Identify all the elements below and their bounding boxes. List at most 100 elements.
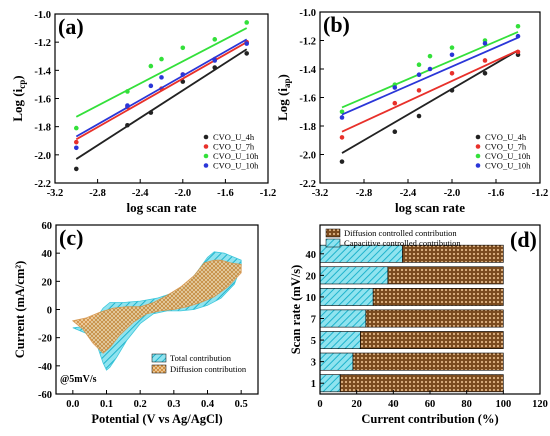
- x-axis-title: log scan rate: [395, 200, 465, 215]
- fit-line-cvo_u_10h: [75, 27, 248, 118]
- y-tick-label: 60: [42, 221, 53, 232]
- legend-marker: [475, 134, 481, 140]
- y-tick-label: 1: [311, 379, 316, 390]
- y-axis-title-subscript: ap: [282, 78, 292, 88]
- bar-diffusion: [339, 374, 504, 393]
- data-point-cvo_u_10h: [244, 41, 249, 46]
- y-tick-label: -60: [38, 390, 52, 401]
- y-tick-label: -1.2: [34, 38, 51, 49]
- y-tick-label: -1.8: [34, 123, 51, 134]
- legend-entry: CVO_U_7h: [213, 142, 255, 152]
- x-tick-label: 0.5: [235, 399, 248, 410]
- data-point-cvo_u_7h: [449, 70, 455, 76]
- data-point-cvo_u_4h: [148, 110, 154, 115]
- data-point-cvo_u_7h: [482, 58, 488, 63]
- y-tick-label: -1.4: [34, 66, 51, 77]
- bar-diffusion: [365, 309, 504, 328]
- legend-entry: CVO_U_10h: [485, 161, 531, 171]
- panel-label: (c): [59, 225, 83, 250]
- legend-entry: Total contribution: [170, 353, 232, 363]
- x-tick-label: 60: [425, 399, 436, 410]
- x-axis-title: log scan rate: [126, 200, 196, 215]
- legend-swatch: [151, 364, 167, 374]
- data-point-cvo_u_10h: [74, 145, 79, 151]
- data-point-cvo_u_7h: [339, 135, 345, 140]
- data-point-cvo_u_10h: [449, 45, 455, 50]
- legend-swatch: [325, 238, 341, 248]
- y-axis-title: Current (mA/cm²): [13, 261, 27, 359]
- bar-diffusion: [360, 331, 504, 350]
- panel-b: -3.2 -2.8 -2.4 -2.0 -1.6 -1.2 -2.2 -2.0 -1.8 -1.6…: [275, 8, 548, 215]
- data-point-cvo_u_10h: [148, 63, 154, 69]
- y-tick-label: -1.8: [299, 122, 316, 133]
- panel-d: 1 3 5 7 10 20 40 0 20 40 60 80 100 120 Diffusion contr…: [289, 224, 548, 426]
- y-axis-title-end: ): [10, 75, 25, 79]
- legend-entry: CVO_U_4h: [485, 132, 527, 142]
- data-point-cvo_u_4h: [392, 129, 398, 134]
- x-tick-label: 100: [495, 399, 511, 410]
- y-tick-label: -2.0: [299, 151, 316, 162]
- x-tick-label: 120: [532, 399, 548, 410]
- panel-a: -3.2 -2.8 -2.4 -2.0 -1.6 -1.2 -2.2 -2.0 -1.8 -1.6…: [10, 10, 276, 215]
- x-tick-label: -3.2: [312, 188, 329, 199]
- x-tick-label: -1.6: [488, 188, 505, 199]
- data-point-cvo_u_4h: [416, 113, 422, 119]
- x-tick-label: 0.3: [167, 399, 180, 410]
- x-tick-label: -2.4: [400, 188, 417, 199]
- data-point-cvo_u_10h: [180, 72, 186, 77]
- y-tick-label: -1.4: [299, 65, 316, 76]
- y-axis-title: Log (iap): [275, 74, 292, 121]
- panel-label: (a): [58, 14, 84, 39]
- data-point-cvo_u_4h: [212, 65, 218, 70]
- legend-marker: [203, 163, 209, 168]
- fit-line-cvo_u_4h: [341, 49, 519, 154]
- y-tick-label: -20: [38, 334, 52, 345]
- bar-capacitive: [319, 287, 374, 306]
- fit-line-cvo_u_10h: [75, 38, 248, 138]
- legend-marker: [203, 134, 209, 140]
- y-tick-label: 3: [311, 358, 316, 369]
- y-tick-label: -2.2: [299, 179, 316, 190]
- y-axis-title-end: ): [275, 74, 290, 78]
- data-point-cvo_u_10h: [180, 45, 186, 51]
- data-point-cvo_u_4h: [180, 79, 186, 84]
- y-tick-label: 40: [306, 250, 317, 261]
- x-tick-label: -3.2: [47, 188, 64, 199]
- data-point-cvo_u_10h: [125, 89, 130, 94]
- y-tick-label: 40: [42, 249, 53, 260]
- panel-c: 0.0 0.1 0.2 0.3 0.4 0.5 -60 -40 -20 0 20 40 60 (c) @5m…: [13, 221, 259, 426]
- x-tick-label: -1.2: [532, 188, 549, 199]
- bar-capacitive: [319, 352, 354, 371]
- bar-capacitive: [319, 331, 361, 350]
- legend-swatch: [151, 353, 167, 363]
- data-point-cvo_u_10h: [449, 52, 455, 58]
- data-point-cvo_u_4h: [74, 166, 79, 172]
- x-tick-label: 20: [351, 399, 362, 410]
- data-point-cvo_u_10h: [482, 41, 488, 46]
- fit-line-cvo_u_10h: [341, 36, 519, 116]
- x-tick-label: 80: [461, 399, 472, 410]
- legend-swatch: [325, 228, 341, 238]
- legend-marker: [203, 153, 209, 159]
- legend-entry: CVO_U_10h: [485, 151, 531, 161]
- scan-rate-annotation: @5mV/s: [60, 374, 97, 385]
- y-axis-title: Log (icp): [10, 75, 27, 121]
- y-tick-label: 7: [311, 315, 316, 326]
- legend-entry: CVO_U_10h: [213, 161, 259, 171]
- x-tick-label: -2.0: [174, 188, 191, 199]
- y-tick-label: -1.6: [34, 95, 51, 106]
- data-point-cvo_u_4h: [244, 51, 249, 56]
- data-point-cvo_u_10h: [148, 83, 154, 89]
- data-point-cvo_u_4h: [339, 159, 345, 164]
- x-tick-label: 0.2: [134, 399, 147, 410]
- data-point-cvo_u_7h: [416, 88, 422, 93]
- x-axis-title: Potential (V vs Ag/AgCl): [91, 412, 222, 426]
- data-point-cvo_u_7h: [515, 49, 521, 55]
- x-tick-label: 0.0: [66, 399, 79, 410]
- legend-marker: [475, 163, 481, 168]
- data-point-cvo_u_10h: [416, 62, 422, 68]
- panel-label: (b): [323, 12, 350, 37]
- x-tick-label: -1.6: [217, 188, 234, 199]
- data-point-cvo_u_7h: [392, 100, 398, 106]
- diffusion-contribution-area: [71, 259, 242, 354]
